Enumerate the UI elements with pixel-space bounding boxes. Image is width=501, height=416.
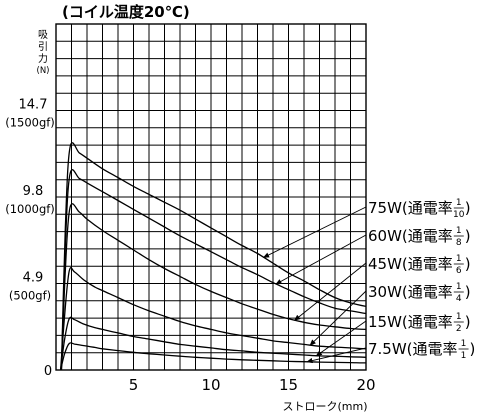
- series-label: 75W(通電率 1 10): [262, 198, 471, 258]
- y-tick-label: 0: [44, 364, 52, 379]
- series-label-text: 75W(通電率: [368, 199, 453, 217]
- x-tick-label: 10: [201, 376, 220, 394]
- fraction-denominator: 1: [461, 351, 467, 361]
- x-tick-label: 5: [129, 376, 139, 394]
- fraction-denominator: 4: [456, 294, 462, 304]
- grid-lines: [56, 24, 366, 370]
- fraction-denominator: 6: [456, 266, 462, 276]
- series-pointer-arrow: [309, 290, 367, 346]
- fraction-numerator: 1: [456, 282, 462, 292]
- series-label-suffix: ): [465, 227, 471, 245]
- series-pointer-arrow: [262, 206, 367, 258]
- series-line: [59, 342, 367, 371]
- fraction-numerator: 1: [461, 339, 467, 349]
- series-label-suffix: ): [470, 340, 476, 358]
- series-pointer-arrow: [315, 320, 367, 357]
- series-line: [60, 142, 367, 371]
- chart-title: (コイル温度20℃): [62, 3, 190, 21]
- series-label-text: 60W(通電率: [368, 227, 453, 245]
- y-tick-label: 4.9: [23, 271, 44, 286]
- y-tick-sublabel: (1000gf): [5, 202, 55, 216]
- series-labels: 75W(通電率 110)60W(通電率 18)45W(通電率 16)30W(通電率 14…: [262, 198, 476, 364]
- series-pointer-arrow: [293, 262, 367, 321]
- y-tick-label: 9.8: [23, 184, 44, 199]
- series-label-suffix: ): [465, 313, 471, 331]
- series-line: [59, 316, 367, 371]
- y-tick-sublabel: (500gf): [9, 289, 51, 303]
- y-axis-label-char: 引: [38, 41, 48, 53]
- y-axis-label: 吸 引 力 (N): [37, 30, 50, 76]
- plot-frame: [55, 23, 367, 371]
- series-curves: [59, 142, 367, 371]
- series-pointer-arrow: [306, 347, 367, 364]
- fraction-denominator: 8: [456, 238, 462, 248]
- x-axis-ticks: 5 10 15 20: [129, 376, 376, 394]
- y-tick-sublabel: (1500gf): [5, 116, 55, 130]
- x-axis-label: ストローク(mm): [282, 400, 367, 413]
- series-label-text: 15W(通電率: [368, 313, 453, 331]
- series-label-suffix: ): [465, 199, 471, 217]
- series-label-text: 7.5W(通電率: [368, 340, 458, 358]
- y-axis-label-unit: (N): [37, 66, 50, 76]
- fraction-denominator: 2: [456, 324, 462, 334]
- series-label-suffix: ): [465, 283, 471, 301]
- x-tick-label: 15: [279, 376, 298, 394]
- fraction-numerator: 1: [456, 198, 462, 208]
- y-axis-label-char: 吸: [38, 30, 48, 41]
- series-label: 15W(通電率 12): [315, 312, 471, 357]
- series-label: 45W(通電率 16): [293, 254, 471, 321]
- y-tick-label: 14.7: [19, 98, 48, 113]
- y-axis-label-char: 力: [38, 52, 48, 65]
- fraction-numerator: 1: [456, 312, 462, 322]
- series-pointer-arrow: [275, 234, 367, 285]
- series-label-text: 45W(通電率: [368, 255, 453, 273]
- fraction-numerator: 1: [456, 254, 462, 264]
- series-label-suffix: ): [465, 255, 471, 273]
- series-label: 60W(通電率 1 8): [275, 226, 471, 285]
- series-line: [60, 169, 367, 371]
- x-tick-label: 20: [356, 376, 375, 394]
- fraction-numerator: 1: [456, 226, 462, 236]
- y-axis-ticks: 0 4.9 (500gf) 9.8 (1000gf) 14.7 (1500gf): [5, 98, 55, 380]
- series-line: [60, 203, 367, 371]
- series-line: [59, 267, 367, 371]
- series-label: 30W(通電率 14): [309, 282, 471, 346]
- series-label: 7.5W(通電率 1 1): [306, 339, 476, 364]
- series-label-text: 30W(通電率: [368, 283, 453, 301]
- fraction-denominator: 10: [453, 210, 465, 220]
